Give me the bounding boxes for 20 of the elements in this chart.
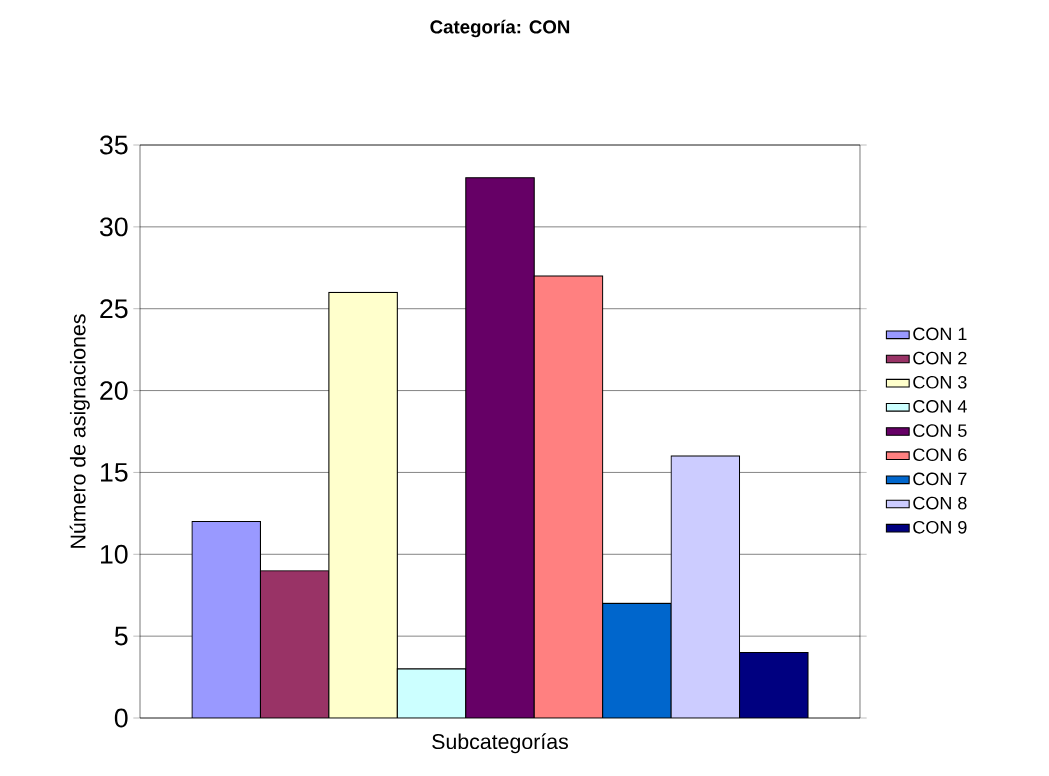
y-tick-label: 35: [99, 135, 128, 155]
legend-label: CON 8: [913, 496, 967, 510]
x-axis-title: Subcategorías: [432, 733, 568, 754]
legend-label: CON 6: [913, 448, 967, 462]
legend-label: CON 3: [913, 375, 967, 389]
legend-label: CON 9: [913, 520, 967, 534]
legend-label: CON 2: [913, 351, 967, 365]
y-axis-title: Número de asignaciones: [69, 314, 90, 548]
legend-label: CON 1: [913, 327, 967, 341]
y-tick-label: 15: [100, 463, 128, 482]
chart-title: Categoría: CON: [430, 19, 570, 38]
y-tick-label: 25: [100, 299, 128, 319]
y-tick-label: 0: [114, 708, 128, 728]
legend-label: CON 5: [913, 424, 967, 437]
y-tick-label: 5: [114, 626, 128, 646]
y-tick-label: 30: [99, 217, 128, 237]
legend-label: CON 7: [913, 472, 967, 486]
y-tick-label: 20: [100, 381, 128, 400]
legend-label: CON 4: [913, 400, 967, 413]
y-tick-label: 10: [100, 544, 128, 564]
